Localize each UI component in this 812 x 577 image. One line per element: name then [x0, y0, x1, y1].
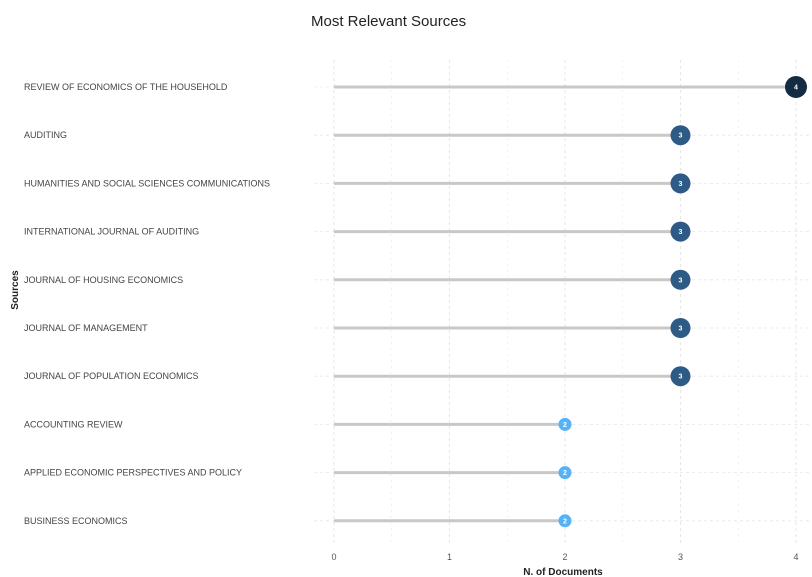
category-label: INTERNATIONAL JOURNAL OF AUDITING [24, 227, 199, 237]
lollipop-point [670, 269, 691, 290]
point-value-label: 3 [679, 277, 683, 284]
point-value-label: 2 [563, 518, 567, 525]
y-axis-title: Sources [10, 270, 21, 310]
lollipop-point [670, 221, 691, 242]
point-value-label: 4 [794, 85, 798, 92]
chart-title: Most Relevant Sources [311, 13, 466, 30]
x-tick-label: 2 [562, 552, 567, 562]
lollipop-point [558, 514, 572, 528]
point-value-label: 3 [679, 181, 683, 188]
point-value-label: 2 [563, 422, 567, 429]
category-label: REVIEW OF ECONOMICS OF THE HOUSEHOLD [24, 82, 228, 92]
lollipop-point [558, 466, 572, 480]
x-axis-title: N. of Documents [523, 567, 603, 577]
lollipop-point [670, 125, 691, 146]
lollipop-point [670, 318, 691, 338]
lollipop-stems [334, 85, 796, 523]
category-label: ACCOUNTING REVIEW [24, 419, 123, 429]
category-label: AUDITING [24, 130, 67, 140]
point-value-label: 3 [679, 229, 683, 236]
lollipop-point [670, 173, 691, 194]
lollipop-point [558, 417, 572, 431]
point-value-label: 3 [679, 326, 683, 333]
x-tick-labels: 0 1 2 3 4 [331, 552, 798, 562]
category-label: BUSINESS ECONOMICS [24, 516, 128, 526]
x-tick-label: 1 [447, 552, 452, 562]
x-tick-label: 0 [331, 552, 336, 562]
point-value-label: 3 [679, 374, 683, 381]
x-tick-label: 4 [793, 552, 798, 562]
point-value-label: 2 [563, 470, 567, 477]
x-tick-label: 3 [678, 552, 683, 562]
category-label: JOURNAL OF HOUSING ECONOMICS [24, 275, 183, 285]
category-label: HUMANITIES AND SOCIAL SCIENCES COMMUNICA… [24, 178, 270, 188]
lollipop-point [785, 76, 807, 98]
point-value-label: 3 [679, 133, 683, 140]
lollipop-point [670, 366, 691, 387]
category-label: JOURNAL OF MANAGEMENT [24, 323, 148, 333]
category-labels: REVIEW OF ECONOMICS OF THE HOUSEHOLD AUDI… [24, 82, 270, 526]
category-label: APPLIED ECONOMIC PERSPECTIVES AND POLICY [24, 468, 242, 478]
lollipop-points: 4 3 3 3 3 3 3 2 2 2 [558, 76, 807, 528]
category-label: JOURNAL OF POPULATION ECONOMICS [24, 371, 199, 381]
